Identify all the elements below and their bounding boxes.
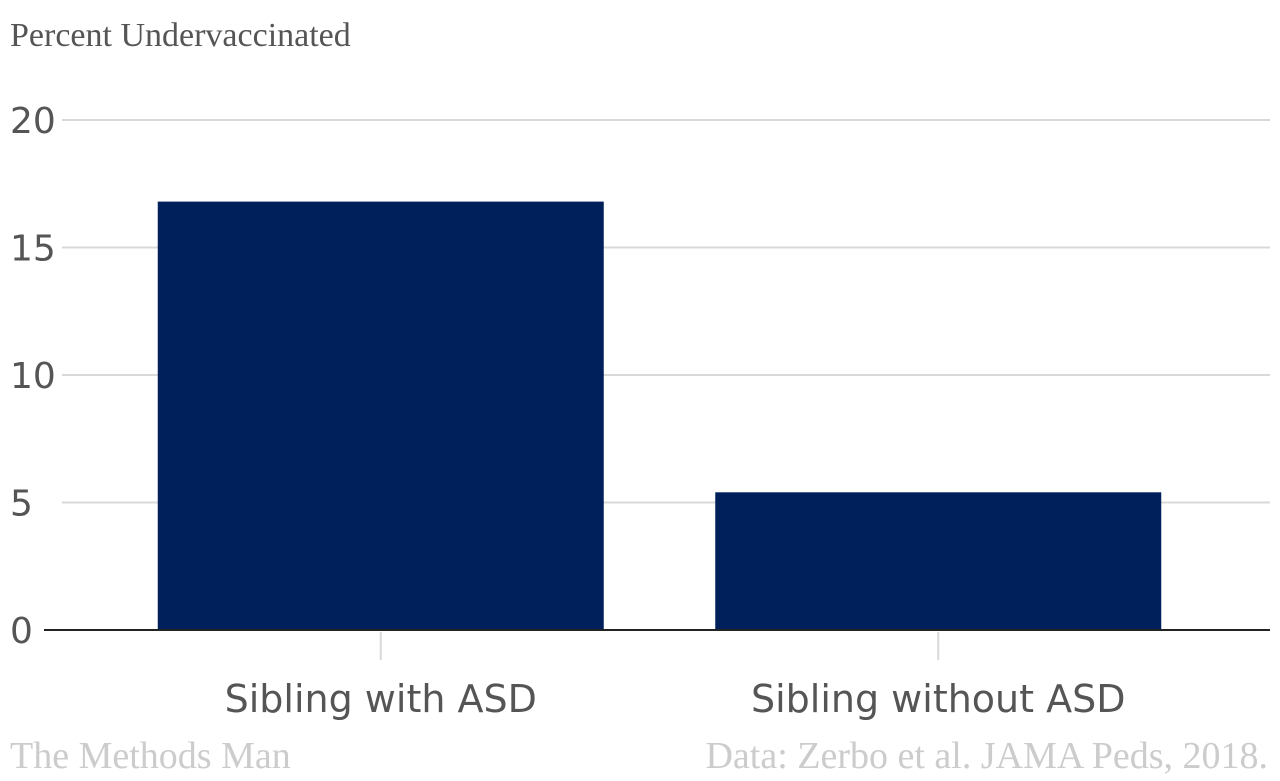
y-tick-labels: 0 5 10 15 20 [10,101,56,652]
y-tick-label: 15 [10,229,56,270]
x-ticks: Sibling with ASD Sibling without ASD [225,632,1126,721]
credit-text: The Methods Man [10,735,291,776]
y-axis-title: Percent Undervaccinated [10,17,351,54]
bar-sibling-with-asd [157,201,604,630]
x-tick-label: Sibling without ASD [751,677,1126,721]
y-tick-label: 10 [10,356,56,397]
bar-sibling-without-asd [715,492,1162,630]
bars [157,201,1162,630]
y-tick-label: 5 [10,484,33,525]
source-text: Data: Zerbo et al. JAMA Peds, 2018. [705,735,1268,776]
y-tick-label: 20 [10,101,56,142]
y-tick-label: 0 [10,611,33,652]
x-tick-label: Sibling with ASD [225,677,537,721]
